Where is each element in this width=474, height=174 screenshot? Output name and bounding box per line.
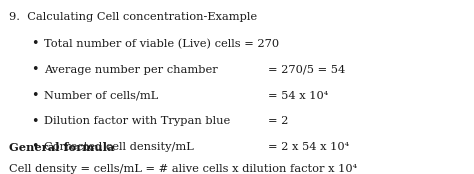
Text: Average number per chamber: Average number per chamber	[44, 65, 218, 75]
Text: Cell density = cells/mL = # alive cells x dilution factor x 10⁴: Cell density = cells/mL = # alive cells …	[9, 164, 356, 174]
Text: = 2 x 54 x 10⁴: = 2 x 54 x 10⁴	[268, 142, 349, 152]
Text: •: •	[31, 115, 38, 128]
Text: Corrected cell density/mL: Corrected cell density/mL	[44, 142, 193, 152]
Text: Number of cells/mL: Number of cells/mL	[44, 91, 158, 101]
Text: •: •	[31, 140, 38, 153]
Text: = 54 x 10⁴: = 54 x 10⁴	[268, 91, 328, 101]
Text: General formula: General formula	[9, 142, 114, 153]
Text: Total number of viable (Live) cells = 270: Total number of viable (Live) cells = 27…	[44, 39, 279, 49]
Text: = 270/5 = 54: = 270/5 = 54	[268, 65, 345, 75]
Text: 9.  Calculating Cell concentration-Example: 9. Calculating Cell concentration-Exampl…	[9, 12, 256, 22]
Text: •: •	[31, 63, 38, 76]
Text: = 2: = 2	[268, 116, 288, 126]
Text: •: •	[31, 89, 38, 102]
Text: Dilution factor with Trypan blue: Dilution factor with Trypan blue	[44, 116, 230, 126]
Text: •: •	[31, 37, 38, 50]
